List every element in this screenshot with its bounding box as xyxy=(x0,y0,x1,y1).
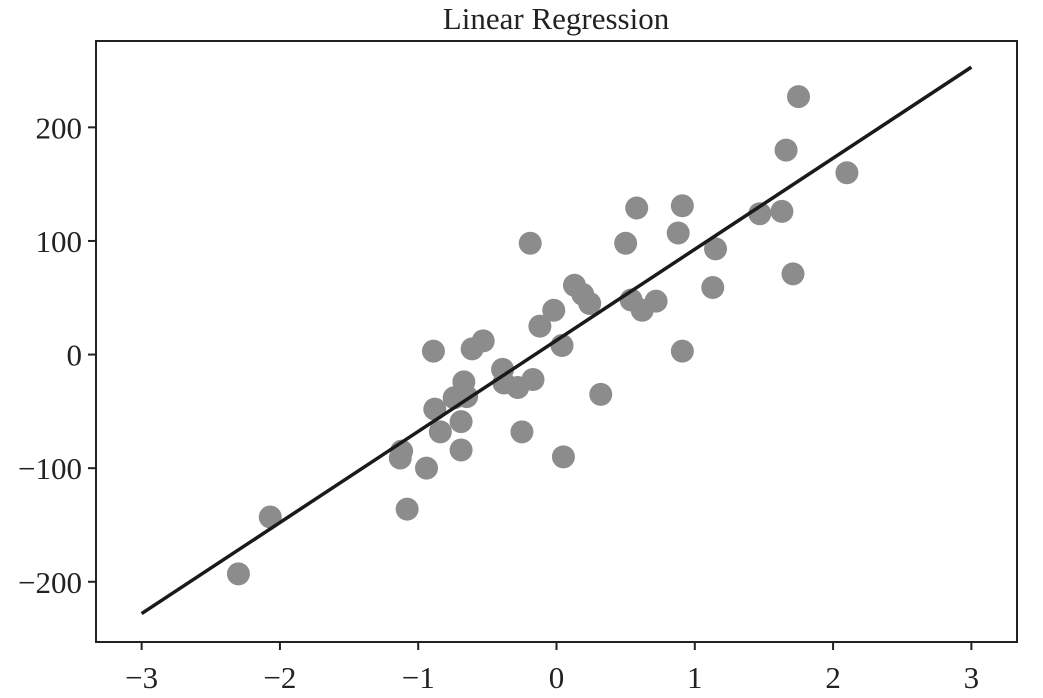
data-point xyxy=(449,410,473,434)
data-point xyxy=(774,138,798,162)
data-point xyxy=(551,445,575,469)
data-point xyxy=(226,562,250,586)
data-point xyxy=(644,289,668,313)
x-tick-label: −3 xyxy=(125,660,158,695)
data-point xyxy=(625,196,649,220)
y-axis: −200 −100 0 100 200 xyxy=(18,110,96,600)
x-tick-label: 2 xyxy=(825,660,841,695)
data-point xyxy=(666,221,690,245)
x-axis: −3 −2 −1 0 1 2 3 xyxy=(125,642,979,695)
y-tick-label: 200 xyxy=(36,110,83,145)
data-point xyxy=(670,194,694,218)
y-tick-label: 0 xyxy=(67,338,83,373)
data-point xyxy=(589,382,613,406)
data-point xyxy=(614,231,638,255)
x-tick-label: −2 xyxy=(263,660,296,695)
data-point xyxy=(781,262,805,286)
regression-line xyxy=(140,65,973,616)
data-point xyxy=(415,456,439,480)
y-tick-label: −100 xyxy=(18,451,82,486)
x-tick-label: −1 xyxy=(402,660,435,695)
data-point xyxy=(428,420,452,444)
data-point xyxy=(542,298,566,322)
data-point xyxy=(510,420,534,444)
data-point xyxy=(518,231,542,255)
chart-title: Linear Regression xyxy=(443,1,670,36)
data-points xyxy=(226,85,859,586)
data-point xyxy=(787,85,811,109)
data-point xyxy=(578,291,602,315)
data-point xyxy=(449,438,473,462)
data-point xyxy=(528,314,552,338)
data-point xyxy=(421,339,445,363)
data-point xyxy=(770,199,794,223)
x-tick-label: 1 xyxy=(687,660,703,695)
x-tick-label: 0 xyxy=(549,660,565,695)
data-point xyxy=(395,497,419,521)
data-point xyxy=(258,505,282,529)
data-point xyxy=(748,202,772,226)
y-tick-label: 100 xyxy=(36,224,83,259)
data-point xyxy=(521,368,545,392)
data-point xyxy=(704,237,728,261)
y-tick-label: −200 xyxy=(18,565,82,600)
data-point xyxy=(670,339,694,363)
x-tick-label: 3 xyxy=(964,660,980,695)
data-point xyxy=(835,161,859,185)
data-point xyxy=(701,276,725,300)
data-point xyxy=(471,329,495,353)
